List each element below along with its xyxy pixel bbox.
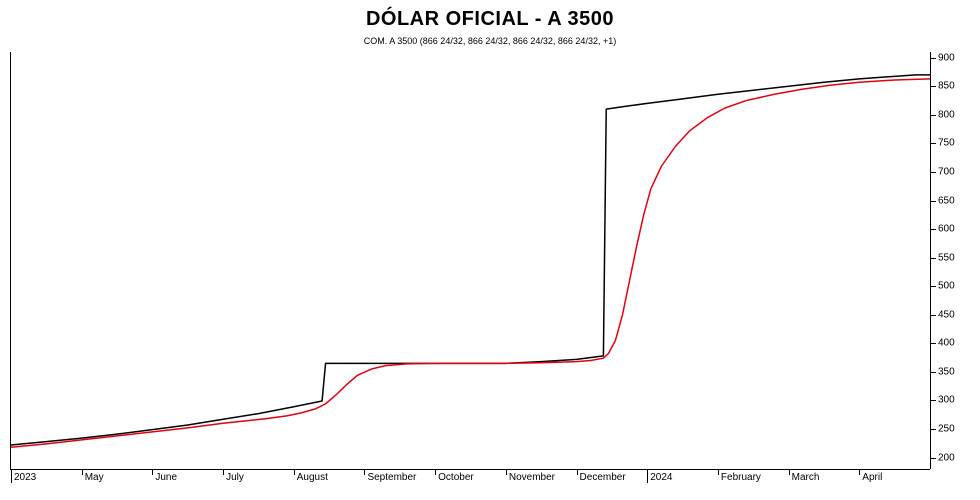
x-tick [294, 469, 295, 475]
y-tick-label: 800 [938, 109, 955, 120]
x-tick [11, 469, 12, 483]
y-tick [930, 143, 936, 144]
series-black [11, 75, 930, 445]
y-tick-label: 900 [938, 52, 955, 63]
y-tick-label: 350 [938, 366, 955, 377]
chart-container: DÓLAR OFICIAL - A 3500 COM. A 3500 (866 … [0, 0, 980, 500]
x-tick [82, 469, 83, 475]
y-tick-label: 500 [938, 281, 955, 292]
y-tick [930, 343, 936, 344]
x-tick [364, 469, 365, 475]
x-tick-label: February [721, 472, 761, 483]
y-tick-label: 750 [938, 138, 955, 149]
x-tick-label: November [509, 472, 555, 483]
y-tick-label: 700 [938, 166, 955, 177]
y-tick-label: 850 [938, 81, 955, 92]
x-tick-label: April [862, 472, 882, 483]
x-tick-label: March [792, 472, 820, 483]
x-tick-label: December [580, 472, 626, 483]
x-tick-label: July [226, 472, 244, 483]
x-tick-label: September [367, 472, 416, 483]
y-tick [930, 315, 936, 316]
y-tick-label: 300 [938, 395, 955, 406]
y-tick-label: 550 [938, 252, 955, 263]
y-tick-label: 450 [938, 309, 955, 320]
y-tick [930, 201, 936, 202]
y-tick-label: 600 [938, 224, 955, 235]
x-tick [506, 469, 507, 475]
y-tick [930, 86, 936, 87]
y-tick [930, 58, 936, 59]
y-tick [930, 286, 936, 287]
y-tick [930, 115, 936, 116]
x-tick [223, 469, 224, 475]
x-tick [789, 469, 790, 475]
x-tick [152, 469, 153, 475]
y-tick-label: 400 [938, 338, 955, 349]
y-tick [930, 229, 936, 230]
y-tick-label: 250 [938, 424, 955, 435]
y-tick [930, 258, 936, 259]
x-tick [859, 469, 860, 475]
plot-area: 2002503003504004505005506006507007508008… [10, 52, 930, 470]
y-tick-label: 200 [938, 452, 955, 463]
x-tick-label: May [85, 472, 104, 483]
y-tick [930, 400, 936, 401]
x-tick-label: June [155, 472, 177, 483]
x-tick-label: October [438, 472, 474, 483]
chart-subtitle: COM. A 3500 (866 24/32, 866 24/32, 866 2… [0, 36, 980, 46]
x-tick [435, 469, 436, 475]
y-tick [930, 429, 936, 430]
series-red [11, 79, 930, 447]
x-tick-label: August [297, 472, 328, 483]
x-tick [647, 469, 648, 483]
x-tick [577, 469, 578, 475]
y-tick [930, 372, 936, 373]
x-tick [718, 469, 719, 475]
chart-lines-svg [11, 52, 930, 469]
chart-title: DÓLAR OFICIAL - A 3500 [0, 8, 980, 31]
x-tick-label: 2023 [14, 472, 36, 483]
y-tick [930, 458, 936, 459]
y-tick [930, 172, 936, 173]
x-tick-label: 2024 [650, 472, 672, 483]
y-tick-label: 650 [938, 195, 955, 206]
